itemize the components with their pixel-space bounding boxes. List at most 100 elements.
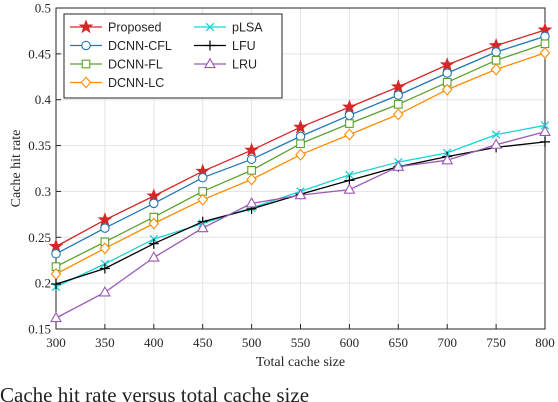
x-tick-label: 700	[437, 335, 457, 350]
y-axis-label: Cache hit rate	[9, 130, 24, 208]
data-point	[295, 148, 306, 161]
legend-entry: DCNN-CFL	[70, 39, 172, 53]
y-tick-label: 0.45	[28, 46, 51, 61]
data-point	[390, 79, 406, 94]
legend-label: LRU	[232, 58, 257, 72]
data-point	[196, 221, 209, 233]
legend-marker	[204, 57, 216, 69]
data-point	[246, 173, 257, 186]
x-tick-label: 300	[46, 335, 66, 350]
data-point	[100, 223, 110, 233]
legend-box	[63, 13, 283, 99]
data-point	[540, 121, 550, 130]
legend-label: Proposed	[108, 21, 162, 35]
y-axis: 0.15 0.2 0.25 0.3 0.35 0.4 0.45 0.5	[28, 1, 61, 337]
data-point	[491, 47, 501, 57]
data-point	[392, 160, 405, 171]
legend: Proposed DCNN-CFL DCNN-FL DCNN-LC pLSA LFU LRU	[63, 13, 283, 99]
series-dcnn-fl	[51, 39, 550, 271]
data-point	[442, 68, 452, 78]
y-tick-label: 0.4	[35, 92, 52, 107]
series-dcnn-lc	[50, 46, 551, 281]
data-point	[98, 286, 111, 297]
data-point	[99, 242, 111, 255]
data-point	[345, 119, 354, 128]
data-point	[490, 138, 503, 149]
data-point	[392, 108, 404, 121]
data-point	[247, 165, 256, 175]
series-layer	[48, 22, 553, 323]
y-tick-label: 0.3	[35, 184, 51, 199]
legend-entry: LFU	[194, 39, 256, 53]
data-point	[148, 217, 160, 230]
legend-label: DCNN-FL	[108, 58, 163, 72]
data-point	[197, 172, 208, 183]
caption-fragment: Cache hit rate versus total cache size	[0, 383, 310, 402]
y-tick-label: 0.15	[28, 322, 51, 337]
data-point	[97, 212, 113, 227]
data-point	[441, 83, 453, 96]
x-tick-label: 500	[242, 335, 262, 350]
legend-entry: DCNN-FL	[70, 58, 163, 72]
y-tick-label: 0.25	[28, 230, 51, 245]
x-tick-label: 450	[193, 335, 213, 350]
legend-label: LFU	[232, 39, 256, 53]
legend-marker	[205, 22, 215, 32]
legend-entry: DCNN-LC	[70, 76, 164, 90]
data-point	[345, 170, 354, 180]
data-point	[439, 57, 455, 72]
data-point	[294, 188, 307, 200]
data-point	[343, 183, 356, 194]
legend-label: DCNN-CFL	[108, 39, 172, 53]
data-point	[244, 142, 259, 157]
data-point	[540, 39, 550, 49]
data-point	[393, 90, 404, 100]
x-axis: 300 350 400 450 500 550 600 650 700 750 800	[46, 324, 555, 350]
x-tick-label: 350	[95, 335, 115, 350]
cache-hit-rate-chart: 300 350 400 450 500 550 600 650 700 750 800 0.150.…	[9, 1, 555, 371]
x-tick-label: 400	[144, 335, 164, 350]
legend-marker	[80, 76, 92, 89]
x-tick-label: 600	[340, 335, 360, 350]
data-point	[539, 46, 551, 59]
data-point	[99, 263, 110, 274]
x-tick-label: 800	[535, 335, 555, 350]
y-tick-label: 0.2	[35, 276, 51, 291]
data-point	[51, 279, 61, 290]
data-point	[540, 31, 550, 42]
data-point	[393, 99, 403, 109]
series-proposed	[48, 22, 553, 253]
legend-label: pLSA	[232, 21, 263, 35]
x-tick-label: 650	[389, 335, 409, 350]
data-point	[295, 131, 306, 142]
x-axis-label: Total cache size	[256, 355, 345, 370]
data-point	[344, 110, 355, 121]
data-point	[147, 251, 160, 262]
legend-marker	[81, 59, 91, 69]
data-point	[539, 125, 551, 136]
legend-entry: LRU	[194, 58, 257, 72]
legend-entry: Proposed	[70, 19, 162, 35]
y-tick-label: 0.35	[28, 138, 51, 153]
y-tick-label: 0.5	[35, 1, 51, 16]
data-point	[51, 249, 61, 259]
data-point	[293, 119, 308, 134]
data-point	[491, 55, 501, 65]
x-tick-label: 750	[486, 335, 506, 350]
data-point	[342, 99, 357, 114]
legend-marker	[81, 40, 91, 51]
data-point	[540, 136, 550, 147]
series-lru	[50, 125, 551, 323]
data-point	[149, 198, 159, 209]
data-point	[50, 311, 62, 323]
data-point	[490, 63, 502, 76]
data-point	[491, 130, 501, 139]
legend-label: DCNN-LC	[108, 76, 164, 90]
data-point	[296, 139, 305, 149]
data-point	[344, 128, 355, 141]
data-point	[441, 153, 454, 165]
data-point	[148, 238, 159, 249]
data-point	[246, 154, 257, 165]
data-point	[245, 197, 258, 208]
legend-entry: pLSA	[194, 21, 263, 35]
